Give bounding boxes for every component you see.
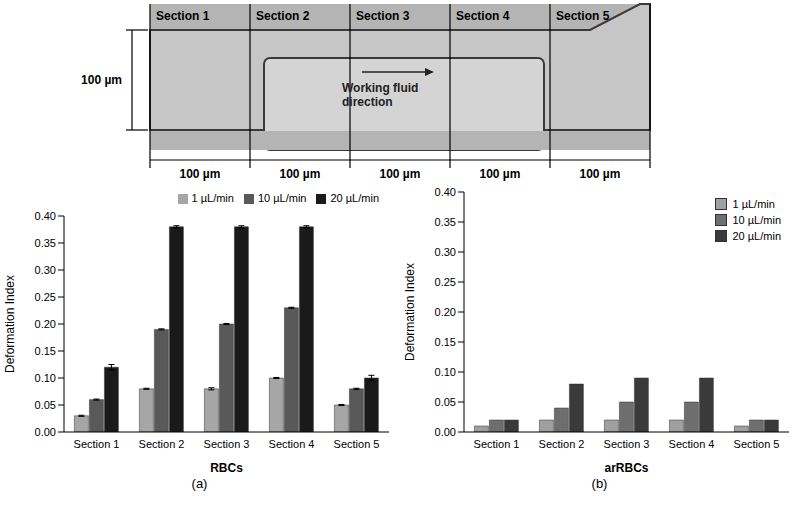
- svg-text:Section 2: Section 2: [256, 9, 310, 23]
- svg-text:Section 4: Section 4: [669, 438, 715, 450]
- svg-text:Section 3: Section 3: [356, 9, 410, 23]
- svg-text:Section 5: Section 5: [556, 9, 610, 23]
- svg-text:0.40: 0.40: [35, 210, 56, 222]
- html-text:(a): (a): [191, 476, 208, 491]
- html-text:(b): (b): [591, 476, 608, 491]
- svg-text:0.25: 0.25: [35, 291, 56, 303]
- svg-text:Section 1: Section 1: [474, 438, 520, 450]
- svg-text:0.05: 0.05: [435, 396, 456, 408]
- svg-text:0.10: 0.10: [35, 372, 56, 384]
- html-text:20 µL/min: 20 µL/min: [732, 230, 781, 242]
- svg-text:Section 2: Section 2: [139, 438, 185, 450]
- svg-text:0.25: 0.25: [435, 276, 456, 288]
- svg-text:0.35: 0.35: [435, 216, 456, 228]
- svg-text:0.00: 0.00: [435, 426, 456, 438]
- svg-text:100 µm: 100 µm: [580, 167, 621, 181]
- svg-text:Working fluiddirection: Working fluiddirection: [342, 81, 418, 109]
- svg-text:100 µm: 100 µm: [81, 73, 122, 87]
- svg-text:Section 4: Section 4: [456, 9, 510, 23]
- svg-text:Section 1: Section 1: [156, 9, 210, 23]
- html-text:1 µL/min: 1 µL/min: [732, 198, 775, 210]
- svg-text:Section 4: Section 4: [269, 438, 315, 450]
- svg-text:100 µm: 100 µm: [380, 167, 421, 181]
- svg-text:Section 5: Section 5: [334, 438, 380, 450]
- svg-text:arRBCs: arRBCs: [604, 461, 648, 474]
- svg-text:0.20: 0.20: [35, 318, 56, 330]
- svg-text:100 µm: 100 µm: [180, 167, 221, 181]
- svg-text:100 µm: 100 µm: [280, 167, 321, 181]
- svg-text:0.30: 0.30: [35, 264, 56, 276]
- html-text:20 µL/min: 20 µL/min: [330, 192, 379, 204]
- html-text:10 µL/min: 10 µL/min: [257, 192, 307, 204]
- svg-text:0.30: 0.30: [435, 246, 456, 258]
- svg-text:0.40: 0.40: [435, 186, 456, 198]
- svg-text:Section 5: Section 5: [734, 438, 780, 450]
- svg-text:Section 2: Section 2: [539, 438, 585, 450]
- svg-text:100 µm: 100 µm: [480, 167, 521, 181]
- svg-text:0.10: 0.10: [435, 366, 456, 378]
- svg-text:0.15: 0.15: [35, 345, 56, 357]
- html-text:1 µL/min: 1 µL/min: [191, 192, 234, 204]
- svg-text:Deformation Index: Deformation Index: [3, 275, 17, 373]
- svg-text:RBCs: RBCs: [210, 461, 243, 474]
- svg-text:Section 3: Section 3: [604, 438, 650, 450]
- svg-text:Section 1: Section 1: [74, 438, 120, 450]
- svg-text:0.20: 0.20: [435, 306, 456, 318]
- svg-text:Deformation Index: Deformation Index: [403, 263, 417, 361]
- svg-text:0.15: 0.15: [435, 336, 456, 348]
- html-text:10 µL/min: 10 µL/min: [732, 214, 781, 226]
- svg-text:Section 3: Section 3: [204, 438, 250, 450]
- svg-text:0.35: 0.35: [35, 237, 56, 249]
- svg-text:0.05: 0.05: [35, 399, 56, 411]
- svg-text:0.00: 0.00: [35, 426, 56, 438]
